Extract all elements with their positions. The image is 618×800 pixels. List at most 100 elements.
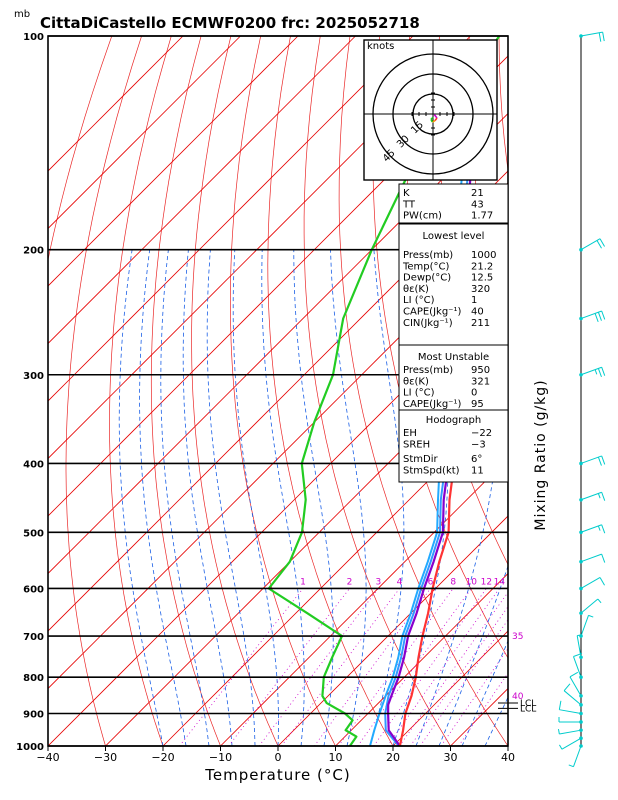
mixing-ratio-label: 2 [347,577,353,587]
dry-adiabat [191,36,279,746]
wind-feather [596,240,602,249]
index-value: 1000 [471,250,496,261]
wind-feather [601,524,606,534]
pressure-tick-label: 800 [23,673,44,684]
x-tick-label: −40 [36,751,59,764]
chart-title: CittaDiCastello ECMWF0200 frc: 202505271… [40,14,420,32]
moist-adiabat [182,249,233,746]
wind-barb [580,455,602,464]
index-value: −3 [471,439,486,450]
mixing-ratio-line [440,647,508,746]
wind-barb [580,366,602,376]
index-value: 1 [471,295,477,306]
isotherm-line [335,572,508,746]
wind-feather [568,764,574,768]
x-tick-label: 40 [501,751,515,764]
hodograph-trace [430,118,434,123]
wind-feather [597,493,601,499]
dry-adiabat [109,36,172,746]
wind-dot [579,675,583,679]
x-tick-label: −10 [209,751,232,764]
wind-dot [579,634,583,638]
index-value: 11 [471,465,484,476]
wind-barb [580,238,601,251]
wind-feather [597,312,602,321]
wind-feather [601,492,606,501]
wind-barb [563,690,582,706]
index-label: TT [402,199,416,210]
pressure-tick-label: 400 [23,459,44,470]
wind-feather [588,614,594,618]
wind-feather [558,700,562,710]
index-value: 95 [471,399,484,410]
pressure-tick-label: 100 [23,32,44,43]
mixing-ratio-line [410,605,508,746]
wind-barb [569,676,582,697]
index-label: LI (°C) [403,295,435,306]
wind-feather [602,32,605,42]
wind-dot [579,559,583,564]
moist-adiabat [139,249,187,746]
wind-dot [579,720,583,724]
mixing-ratio-line [281,588,400,746]
moist-adiabat [369,249,405,746]
x-tick-label: −20 [151,751,174,764]
section-title: Most Unstable [418,352,489,363]
indices-box [398,409,509,483]
wind-dot [579,703,583,707]
wind-barb [580,577,601,589]
wind-feather [601,367,606,376]
pressure-tick-label: 200 [23,246,44,257]
index-value: 321 [471,376,490,387]
dry-adiabat [338,36,508,746]
wind-dot [579,655,583,660]
moist-adiabat [261,249,305,746]
mixing-ratio-label: 8 [450,577,456,587]
index-label: Press(mb) [403,365,453,376]
pressure-unit-label: mb [14,9,30,20]
pressure-tick-label: 700 [23,632,44,643]
x-tick-label: 0 [275,751,282,764]
wind-feather [601,310,606,320]
wind-barb [580,615,589,637]
wind-dot [579,497,583,502]
x-axis-label: Temperature (°C) [204,766,350,784]
wind-feather [597,525,601,531]
index-value: 1.77 [471,211,493,222]
index-value: −22 [471,428,492,439]
index-value: 320 [471,284,490,295]
wind-dot [579,711,583,716]
dry-adiabat [65,36,142,746]
mixing-ratio-line [458,672,508,746]
isotherm-line [220,457,508,746]
mixing-ratio-line [228,588,350,746]
index-label: StmDir [403,454,438,465]
isotherm-line [48,36,356,345]
wind-barb [573,656,582,678]
index-label: Dewp(°C) [403,273,451,284]
wind-dot [579,247,583,252]
wind-profile [557,31,606,768]
wind-feather [599,577,605,586]
index-label: Temp(°C) [402,261,450,272]
wind-barb [580,598,599,614]
moist-adiabat [206,249,256,746]
wind-barb [576,635,582,658]
wind-barb [559,729,582,735]
index-label: PW(cm) [403,211,442,222]
index-value: 0 [471,388,477,399]
wind-dot [579,744,583,748]
wind-barb [580,524,602,533]
isotherm-line [48,36,184,172]
hodograph-unit-label: knots [367,41,394,52]
wind-dot [579,611,583,615]
index-label: StmSpd(kt) [403,465,460,476]
dry-adiabat [303,36,451,746]
index-label: K [403,188,410,199]
index-label: LI (°C) [403,388,435,399]
pressure-tick-label: 500 [23,528,44,539]
wind-feather [563,683,571,692]
wind-feather [601,455,606,465]
lcl-label: LCL [520,699,536,709]
